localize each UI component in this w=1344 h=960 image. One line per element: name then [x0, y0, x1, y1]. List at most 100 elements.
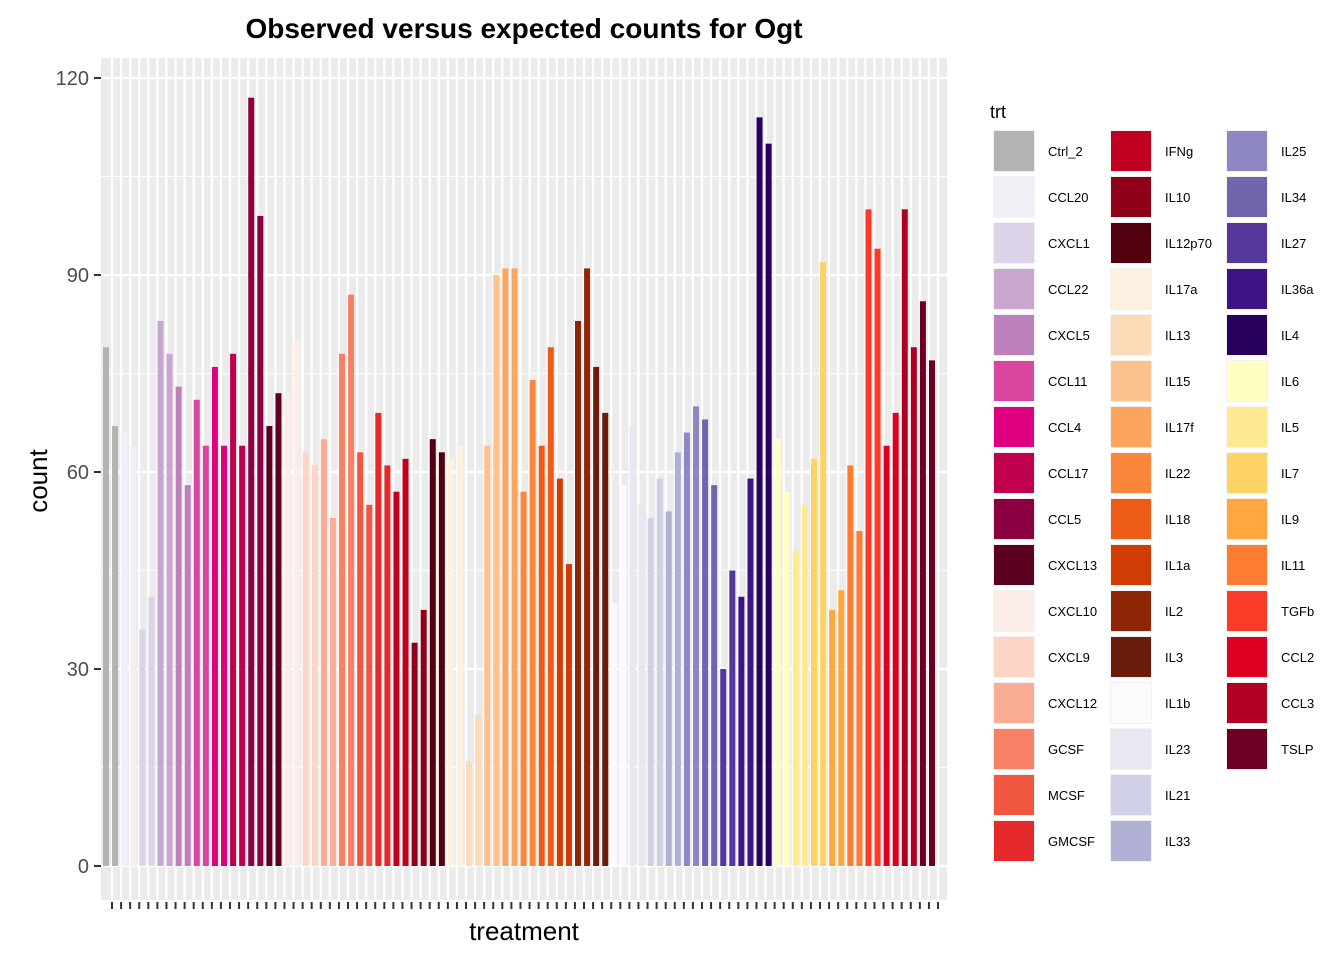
legend-swatch	[994, 269, 1034, 309]
bar-il33	[665, 511, 672, 866]
legend-label: IL2	[1165, 604, 1183, 619]
legend-label: IL15	[1165, 374, 1190, 389]
bar-ccl11	[193, 399, 200, 866]
bar-cxcl13	[275, 393, 282, 866]
legend-swatch	[1111, 315, 1151, 355]
bar-cxcl10	[284, 393, 291, 866]
bar-il6	[774, 439, 781, 866]
bar-il10	[420, 609, 427, 866]
bar-ccl3	[901, 209, 908, 867]
legend-swatch	[994, 499, 1034, 539]
bar-tgfb	[874, 248, 881, 866]
legend-label: CCL11	[1048, 374, 1088, 389]
legend-label: CCL20	[1048, 190, 1088, 205]
legend-label: IL4	[1281, 328, 1299, 343]
bar-cxcl9	[311, 465, 318, 866]
legend-swatch	[1111, 177, 1151, 217]
bar-il17f	[511, 268, 518, 866]
bar-ccl3	[910, 347, 917, 866]
bars	[103, 97, 935, 867]
legend-swatch	[994, 729, 1034, 769]
bar-il3	[593, 366, 600, 866]
bar-ccl4	[211, 366, 218, 866]
legend-label: CCL4	[1048, 420, 1081, 435]
legend-label: IL34	[1281, 190, 1306, 205]
y-tick-label: 0	[78, 856, 89, 878]
bar-il12p70	[438, 452, 445, 866]
bar-ctrl-2	[103, 347, 109, 866]
bar-cxcl12	[329, 517, 336, 866]
legend-swatch	[1111, 683, 1151, 723]
legend-label: TSLP	[1281, 742, 1314, 757]
bar-il4	[756, 117, 763, 866]
legend-label: IL9	[1281, 512, 1299, 527]
bar-il5	[801, 504, 808, 866]
bar-il22	[529, 380, 536, 866]
bar-il1b	[620, 485, 627, 866]
bar-il5	[792, 550, 799, 866]
bar-ccl22	[166, 353, 173, 866]
legend-label: TGFb	[1281, 604, 1314, 619]
bar-il1a	[565, 563, 572, 866]
bar-ccl5	[257, 215, 264, 866]
bar-tslp	[929, 360, 935, 866]
legend-swatch	[1227, 729, 1267, 769]
legend-label: IL11	[1281, 558, 1305, 573]
bar-il36a	[747, 478, 754, 866]
legend-label: IFNg	[1165, 144, 1193, 159]
legend-swatch	[994, 545, 1034, 585]
bar-il6	[783, 491, 790, 866]
legend-label: CXCL9	[1048, 650, 1090, 665]
legend-swatch	[1227, 637, 1267, 677]
legend-label: IL25	[1281, 144, 1306, 159]
bar-ccl2	[892, 412, 899, 866]
legend-label: IL5	[1281, 420, 1299, 435]
bar-tslp	[919, 301, 926, 866]
bar-ccl2	[883, 445, 890, 866]
legend-swatch	[994, 407, 1034, 447]
bar-cxcl9	[302, 452, 309, 866]
bar-ccl20	[121, 432, 128, 866]
legend-swatch	[994, 637, 1034, 677]
legend-label: Ctrl_2	[1048, 144, 1083, 159]
bar-il1a	[556, 478, 563, 866]
bar-il1b	[611, 603, 618, 866]
bar-ccl4	[221, 445, 227, 866]
bar-il17a	[457, 445, 463, 866]
bar-il17f	[502, 268, 509, 866]
legend-label: IL1a	[1165, 558, 1191, 573]
legend-label: IL23	[1165, 742, 1190, 757]
grid-lines	[101, 58, 947, 900]
bar-il17a	[447, 458, 454, 866]
bar-il25	[693, 406, 699, 866]
bar-il12p70	[429, 439, 436, 866]
bar-cxcl5	[184, 485, 191, 866]
y-axis-title: count	[23, 448, 53, 512]
bar-il7	[820, 261, 827, 866]
bar-ifng	[393, 491, 400, 866]
bar-ccl11	[202, 445, 209, 866]
legend-label: IL7	[1281, 466, 1299, 481]
bar-il13	[475, 714, 482, 866]
legend-swatch	[1111, 499, 1151, 539]
bar-ccl17	[239, 445, 246, 866]
bar-ccl22	[157, 320, 164, 866]
bar-cxcl1	[139, 629, 146, 866]
bar-il36a	[738, 596, 745, 866]
bar-il18	[538, 445, 545, 866]
bar-il25	[683, 432, 690, 866]
legend-label: IL17f	[1165, 420, 1194, 435]
legend-swatch	[1111, 729, 1151, 769]
legend-swatch	[994, 177, 1034, 217]
legend-swatch	[1227, 269, 1267, 309]
legend-title: trt	[990, 102, 1006, 122]
bar-il33	[674, 452, 681, 866]
legend-swatch	[1227, 361, 1267, 401]
bar-il22	[520, 491, 527, 866]
legend-swatch	[1111, 453, 1151, 493]
legend-swatch	[1111, 591, 1151, 631]
legend-label: CCL5	[1048, 512, 1081, 527]
bar-gmcsf	[384, 465, 391, 866]
bar-ifng	[402, 458, 409, 866]
